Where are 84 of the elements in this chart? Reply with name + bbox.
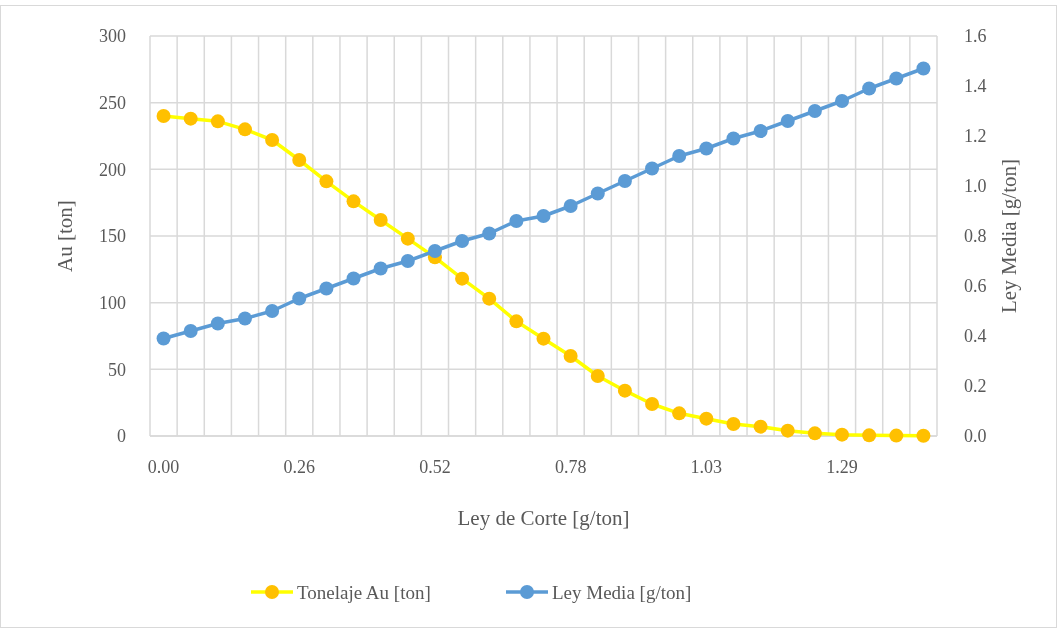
- point: [645, 161, 660, 176]
- point: [617, 383, 632, 398]
- point: [455, 234, 470, 248]
- point: [183, 111, 198, 126]
- point: [536, 209, 551, 223]
- point: [862, 428, 877, 443]
- point: [753, 419, 768, 434]
- point: [183, 324, 198, 338]
- x-axis-title: Ley de Corte [g/ton]: [457, 506, 630, 530]
- point: [590, 186, 605, 201]
- point: [346, 271, 361, 286]
- point: [319, 174, 334, 189]
- point: [563, 349, 578, 363]
- point: [265, 304, 280, 318]
- y-tick-label: 150: [99, 226, 126, 247]
- point: [400, 231, 415, 246]
- point: [292, 291, 307, 306]
- point: [156, 331, 171, 346]
- point: [482, 226, 497, 241]
- y-tick-label: 50: [108, 359, 126, 380]
- point: [807, 426, 822, 441]
- point: [455, 271, 470, 286]
- point: [617, 174, 632, 188]
- point: [210, 316, 225, 331]
- y-axis-title: Au [ton]: [53, 200, 77, 272]
- point: [292, 153, 307, 167]
- y2-axis-title: Ley Media [g/ton]: [997, 159, 1021, 313]
- y-tick-label: 300: [99, 26, 126, 47]
- point: [726, 131, 741, 146]
- point: [563, 199, 578, 213]
- x-tick-label: 0.78: [554, 457, 587, 477]
- point: [753, 124, 768, 138]
- point: [509, 314, 524, 329]
- y-tick-label: 0: [117, 426, 126, 447]
- point: [265, 133, 280, 147]
- point: [509, 214, 524, 228]
- point: [645, 397, 660, 411]
- legend-label: Tonelaje Au [ton]: [297, 581, 431, 603]
- point: [590, 369, 605, 383]
- y-tick-label: 250: [99, 92, 126, 113]
- point: [319, 281, 334, 296]
- x-tick-label: 1.03: [690, 457, 723, 477]
- point: [889, 71, 904, 86]
- point: [373, 261, 388, 276]
- x-tick-label: 0.52: [419, 457, 451, 477]
- x-tick-label: 0.26: [283, 457, 316, 477]
- point: [916, 61, 931, 76]
- point: [672, 406, 687, 421]
- point: [889, 428, 904, 443]
- point: [237, 122, 252, 137]
- y-tick-label: 100: [99, 292, 126, 313]
- point: [672, 149, 687, 163]
- point: [536, 331, 551, 346]
- y2-tick-label: 1.6: [964, 26, 987, 47]
- point: [210, 114, 225, 129]
- y2-tick-label: 1.2: [964, 126, 987, 147]
- point: [807, 104, 822, 118]
- point: [780, 114, 795, 128]
- x-tick-label: 1.29: [826, 457, 858, 477]
- point: [346, 194, 361, 209]
- point: [237, 311, 252, 326]
- point: [699, 411, 714, 426]
- point: [156, 109, 171, 123]
- point: [400, 254, 415, 268]
- point: [780, 423, 795, 438]
- y2-tick-label: 0.8: [964, 226, 987, 247]
- point: [699, 141, 714, 156]
- point: [726, 417, 741, 431]
- x-tick-label: 0.00: [147, 457, 180, 477]
- y-tick-label: 200: [99, 159, 126, 180]
- y2-tick-label: 1.0: [964, 176, 987, 197]
- point: [862, 81, 877, 96]
- point: [916, 428, 931, 443]
- y2-tick-label: 0.4: [964, 326, 987, 347]
- y2-tick-label: 0.0: [964, 426, 987, 447]
- point: [373, 213, 388, 227]
- y2-tick-label: 0.6: [964, 276, 987, 297]
- point: [835, 94, 850, 108]
- legend-label: Ley Media [g/ton]: [552, 581, 692, 603]
- y2-tick-label: 1.4: [964, 76, 987, 97]
- point: [427, 244, 442, 258]
- point: [482, 291, 497, 306]
- point: [835, 427, 850, 442]
- y2-tick-label: 0.2: [964, 376, 987, 397]
